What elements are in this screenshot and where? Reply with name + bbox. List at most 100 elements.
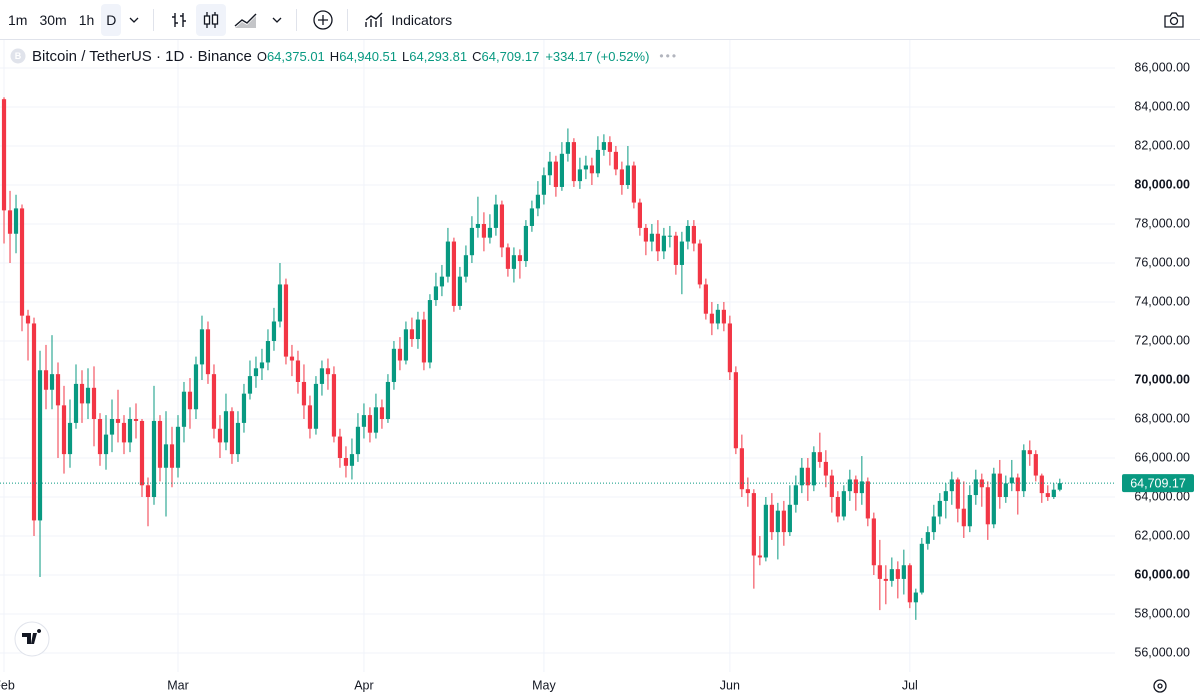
candle-body	[301, 381, 307, 406]
candle-body	[853, 479, 858, 494]
candle-body	[661, 235, 666, 252]
indicators-label[interactable]: Indicators	[391, 11, 453, 28]
candle-body	[973, 479, 978, 496]
candle-body	[1009, 477, 1014, 484]
candle-body	[541, 175, 547, 195]
candles-style[interactable]	[196, 3, 227, 36]
candle-body	[445, 241, 451, 277]
interval-button[interactable]: D	[101, 3, 122, 36]
chevron	[272, 17, 282, 23]
y-tick-label: 66,000.00	[1134, 450, 1190, 464]
candle-body	[949, 479, 954, 492]
candle-body	[529, 208, 535, 226]
interval-button[interactable]: 30m	[39, 11, 67, 28]
candle-body	[271, 321, 277, 342]
area-style[interactable]	[228, 4, 264, 36]
candle-body	[631, 165, 636, 203]
more-dots[interactable]: •••	[659, 49, 679, 63]
bars-icon	[172, 12, 187, 27]
interval-button[interactable]: 1m	[8, 11, 28, 28]
candle-body	[967, 495, 972, 527]
candle-body	[877, 565, 882, 579]
candle-body	[829, 475, 834, 498]
gear[interactable]	[1153, 679, 1167, 693]
candle-body	[127, 419, 133, 443]
candle-body	[847, 479, 852, 492]
interval-dropdown[interactable]	[123, 4, 145, 36]
candle-body	[163, 444, 169, 468]
candle-body	[505, 247, 511, 269]
candle-body	[859, 481, 864, 494]
candle-body	[835, 497, 840, 517]
candle-body	[355, 426, 361, 455]
candle-body	[289, 356, 295, 361]
y-tick-label: 64,000.00	[1134, 489, 1190, 503]
ohlc-key: L	[402, 48, 410, 64]
candle-body	[607, 142, 612, 152]
candle-body	[925, 532, 930, 544]
candle-body	[673, 235, 678, 265]
y-tick-label: 78,000.00	[1134, 216, 1190, 230]
candle-body	[745, 489, 750, 494]
candle-body	[817, 452, 822, 462]
candle-body	[1003, 483, 1008, 498]
candle-body	[169, 444, 175, 468]
candle-body	[349, 454, 355, 466]
candle-body	[439, 276, 445, 287]
chevron	[129, 17, 139, 23]
candle-body	[121, 422, 127, 443]
candle-body	[133, 419, 139, 421]
candle-body	[703, 284, 708, 314]
candles-icon	[204, 11, 219, 28]
style-dropdown[interactable]	[266, 4, 288, 36]
y-tick-label: 56,000.00	[1134, 645, 1190, 659]
candle-body	[739, 448, 744, 490]
candle-body	[1045, 493, 1050, 498]
candle-body	[727, 323, 732, 373]
candle-body	[463, 255, 469, 277]
candle-body	[37, 370, 43, 521]
candle-body	[259, 362, 265, 369]
camera-icon	[1164, 11, 1184, 28]
ohlc-key: C	[472, 48, 482, 64]
candle-body	[337, 436, 343, 459]
x-tick-label: May	[532, 678, 556, 692]
candle-body	[187, 391, 193, 410]
logo-mark[interactable]	[22, 629, 42, 644]
candle-body	[913, 592, 918, 603]
candle-body	[667, 235, 672, 237]
candle-body	[781, 510, 786, 533]
plus-icon	[313, 9, 334, 30]
candle-body	[19, 208, 25, 316]
candle-body	[367, 415, 373, 433]
indicators-button[interactable]: Indicators	[358, 4, 457, 36]
gear-core[interactable]	[1157, 683, 1163, 689]
candle-body	[601, 142, 607, 150]
candle-body	[907, 565, 912, 603]
separator	[347, 8, 349, 31]
compare-button[interactable]	[307, 4, 339, 36]
snapshot-button[interactable]	[1158, 4, 1190, 36]
candle-body	[313, 383, 319, 429]
candle-body	[1021, 450, 1026, 492]
candle-body	[325, 368, 331, 375]
candle-body	[901, 565, 906, 579]
candle-body	[775, 510, 780, 533]
bars-style[interactable]	[164, 4, 194, 36]
candle-body	[769, 504, 774, 533]
candle-body	[961, 508, 966, 527]
candle-body	[985, 487, 990, 525]
candle-body	[283, 284, 289, 357]
interval-button[interactable]: 1h	[78, 11, 95, 28]
candle-body	[235, 422, 241, 455]
candle-body	[73, 383, 79, 423]
candle-body	[757, 555, 762, 558]
settings-icon[interactable]	[1153, 679, 1167, 693]
candle-body	[793, 485, 798, 505]
x-tick-label: Feb	[0, 678, 15, 692]
plot-layer: 56,000.00 58,000.00 60,000.00 62,000.00 64,0…	[0, 40, 1194, 692]
candle-body	[421, 319, 427, 363]
candle-body	[823, 461, 828, 476]
tv-logo[interactable]	[14, 621, 50, 657]
